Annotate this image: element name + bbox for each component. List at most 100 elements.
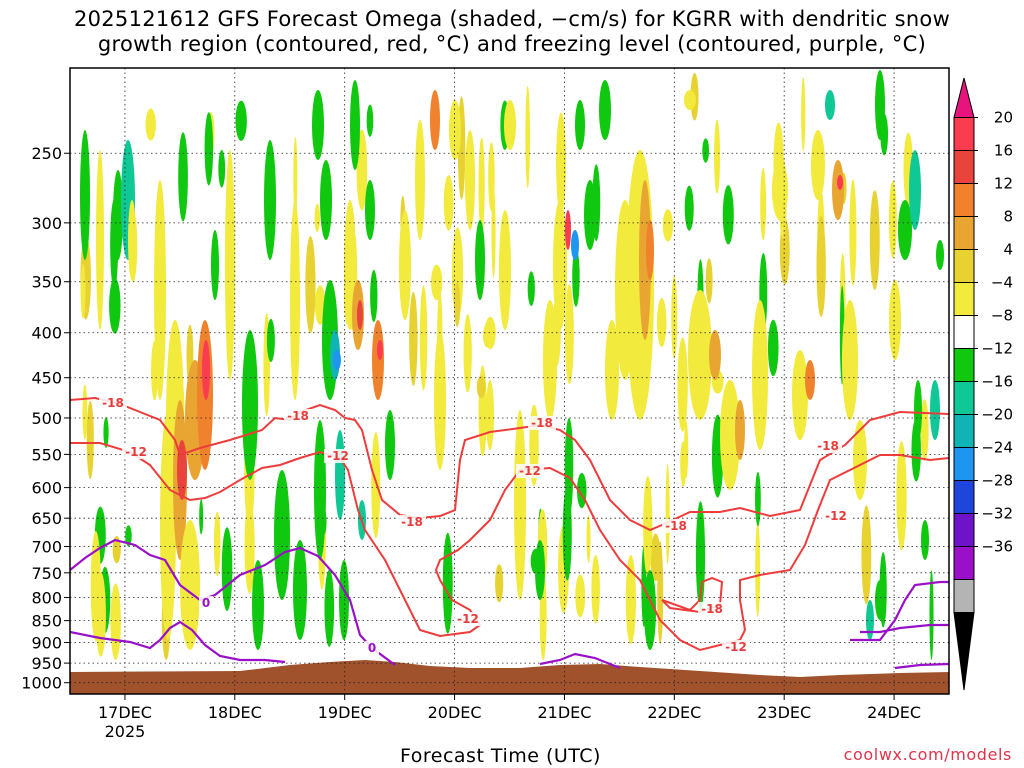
contour-label-bg [722,640,750,654]
omega-cell [128,200,136,280]
freezing-level-contour [894,662,949,670]
omega-cell [805,360,815,400]
omega-cell [213,511,221,577]
omega-cell [314,203,321,233]
omega-cell [684,90,696,110]
colorbar-label: 8 [1003,208,1013,226]
contour-label-bg [814,439,842,453]
y-tick-label: 550 [31,445,62,464]
omega-cell [218,149,226,188]
y-tick-label: 700 [31,537,62,556]
omega-cell [896,441,907,551]
omega-cell [767,319,779,377]
omega-cell [735,400,745,460]
colorbar-swatch [953,447,975,481]
omega-cell [665,463,670,565]
omega-cell [514,410,526,600]
gridlines [70,68,949,694]
omega-cell [430,90,440,150]
colorbar-swatch [953,216,975,250]
y-tick-label: 650 [31,509,62,528]
terrain-fill [70,660,949,694]
omega-cell [314,420,326,560]
omega-cell [463,314,472,393]
omega-cell [644,570,656,650]
omega-cell [575,100,585,150]
y-tick-label: 300 [31,214,62,233]
colorbar-label: −36 [981,538,1013,556]
omega-cell [869,190,880,290]
omega-cell [677,337,688,432]
omega-cell [705,258,713,304]
colorbar-swatch [953,513,975,547]
y-tick-label: 850 [31,612,62,631]
y-tick-label: 350 [31,273,62,292]
omega-cell [662,209,673,242]
dgz-contour-label: -18 [665,519,687,533]
dgz-contour-label: -18 [701,602,723,616]
omega-cell [842,300,858,420]
omega-cell [415,120,425,240]
omega-cell [702,138,710,163]
omega-cell [720,380,740,490]
omega-cell [483,323,492,348]
freezing-level-contour [70,620,286,664]
omega-cell [625,555,636,645]
omega-cell [221,527,233,611]
colorbar-swatch [953,249,975,283]
omega-cell [491,187,496,278]
omega-cell [591,555,600,624]
omega-cell [861,505,872,605]
omega-cell [553,200,567,330]
omega-cell [772,160,788,220]
omega-cell [656,298,667,347]
omega-cell [242,330,258,480]
contour-label-bg [398,515,426,529]
omega-cell [752,300,768,450]
colorbar-label: −12 [981,340,1013,358]
dgz-contour-label: -18 [401,515,423,529]
y-axis: 250 300 350 400 450 500 550 600 650 700 750 800 850 9… [21,144,70,693]
omega-cell [335,430,345,520]
omega-cell [225,150,235,380]
omega-cell [811,130,825,200]
omega-cell [465,130,475,230]
omega-cell [264,140,276,260]
omega-cell [366,104,374,137]
chart-title-line1: 2025121612 GFS Forecast Omega (shaded, −… [73,7,951,31]
contour-label-bg [122,445,150,459]
omega-cell [936,240,944,270]
contour-label-bg [662,519,690,533]
y-tick-label: 900 [31,633,62,652]
omega-cell [646,220,654,280]
omega-cell [371,432,381,539]
dgz-contour-label: -12 [519,464,541,478]
omega-cell [377,340,383,360]
dgz-contour-label: -12 [327,449,349,463]
dgz-contour-label: -18 [287,409,309,423]
omega-cell [112,535,121,564]
omega-cell [504,100,516,150]
freezing-level-contour [539,652,621,670]
plot-frame [69,67,950,695]
y-tick-label: 800 [31,588,62,607]
contour-layer: -18 -18 -18 -18 -18 -18 -18 -12 -12 -12 -12 -12 -12 0… [70,396,949,670]
y-tick-label: 950 [31,654,62,673]
freezing-level-contour [70,538,396,666]
dgz-contour [70,396,949,532]
omega-cell [571,230,579,260]
omega-cell [760,167,767,241]
omega-cell [495,564,504,603]
y-tick-label: 750 [31,564,62,583]
omega-cell [154,180,166,400]
omega-cell [178,132,188,222]
colorbar-swatch [953,117,975,151]
omega-cell [478,137,485,234]
omega-cell [543,300,557,420]
omega-cell [86,400,94,480]
x-axis-label: Forecast Time (UTC) [400,745,601,767]
omega-cell [722,185,734,245]
colorbar-label: 20 [994,109,1013,127]
credit-link[interactable]: coolwx.com/models [843,745,1012,764]
